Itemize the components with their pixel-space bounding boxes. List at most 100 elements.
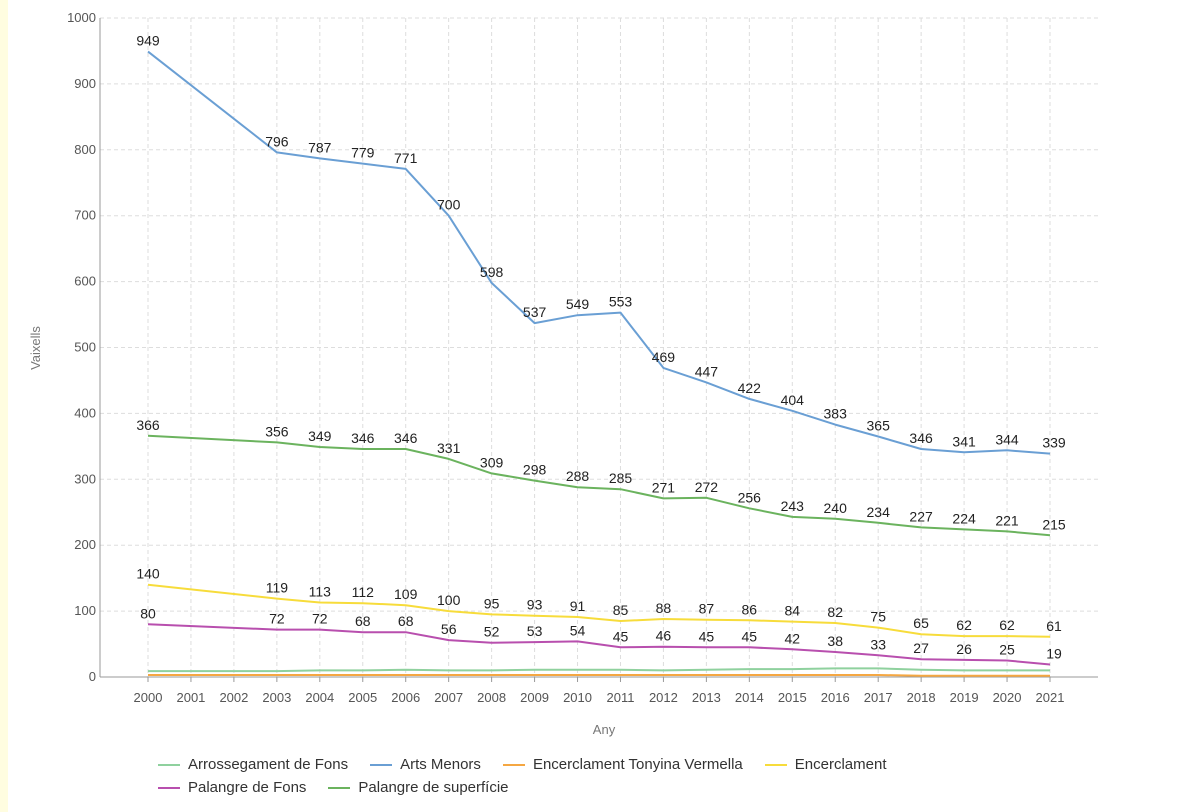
x-tick-label: 2014 <box>735 690 764 705</box>
legend-label: Encerclament Tonyina Vermella <box>532 756 743 773</box>
x-tick-label: 2018 <box>907 690 936 705</box>
data-label: 309 <box>480 454 504 470</box>
data-label: 33 <box>870 636 886 652</box>
legend-row: Palangre de Fons Palangre de superfície <box>158 779 1098 796</box>
legend-swatch <box>370 763 393 766</box>
data-label: 62 <box>956 617 972 633</box>
data-label: 700 <box>437 197 461 213</box>
data-label: 949 <box>136 33 160 49</box>
data-label: 27 <box>913 640 929 656</box>
data-label: 42 <box>785 630 801 646</box>
data-label: 75 <box>870 609 886 625</box>
data-label: 140 <box>136 566 160 582</box>
legend-item[interactable]: Arts Menors <box>370 756 481 773</box>
data-label: 91 <box>570 598 586 614</box>
data-label: 365 <box>867 418 891 434</box>
data-label: 119 <box>266 580 289 596</box>
data-label: 52 <box>484 624 500 640</box>
legend-swatch <box>158 786 180 789</box>
series-line <box>147 50 1051 455</box>
data-label: 447 <box>695 363 719 379</box>
x-tick-label: 2011 <box>606 690 634 705</box>
data-label: 339 <box>1042 435 1066 451</box>
legend-swatch <box>764 763 787 766</box>
data-label: 84 <box>785 603 801 619</box>
legend-label: Encerclament <box>794 756 887 773</box>
legend-swatch <box>328 786 351 789</box>
series-line <box>147 434 1051 537</box>
data-label: 341 <box>952 433 976 449</box>
data-label: 45 <box>742 628 758 644</box>
data-label: 65 <box>913 615 929 631</box>
legend-label: Palangre de superfície <box>358 779 509 796</box>
y-tick-label: 200 <box>74 537 96 552</box>
data-label: 88 <box>656 600 672 616</box>
series-line <box>148 674 1050 677</box>
data-label: 240 <box>824 500 848 516</box>
data-label: 598 <box>480 264 504 280</box>
data-label: 549 <box>566 296 590 312</box>
data-label: 256 <box>738 489 762 505</box>
legend-row: Arrossegament de Fons Arts Menors Encerc… <box>158 756 1098 773</box>
data-label: 61 <box>1046 618 1062 634</box>
x-tick-label: 2010 <box>563 690 592 705</box>
data-label: 383 <box>824 406 848 422</box>
x-tick-label: 2003 <box>262 690 291 705</box>
legend-item[interactable]: Encerclament <box>764 756 887 773</box>
data-label: 85 <box>613 602 629 618</box>
data-label: 100 <box>437 592 461 608</box>
data-label: 227 <box>909 508 933 524</box>
legend-item[interactable]: Encerclament Tonyina Vermella <box>502 756 743 773</box>
data-label: 80 <box>140 605 156 621</box>
data-label: 346 <box>394 430 418 446</box>
data-label: 331 <box>437 440 461 456</box>
data-label: 87 <box>699 601 715 617</box>
data-label: 93 <box>527 597 543 613</box>
x-tick-label: 2016 <box>821 690 850 705</box>
data-label: 25 <box>999 642 1015 658</box>
y-axis-title: Vaixells <box>28 326 43 370</box>
series-line <box>147 623 1051 666</box>
legend-item[interactable]: Palangre de Fons <box>158 779 306 796</box>
data-label: 349 <box>308 428 332 444</box>
data-label: 469 <box>652 349 676 365</box>
data-label: 46 <box>656 628 672 644</box>
data-label: 26 <box>956 641 972 657</box>
data-label: 404 <box>781 392 805 408</box>
x-tick-label: 2001 <box>176 690 205 705</box>
data-label: 346 <box>351 430 375 446</box>
data-label: 95 <box>484 595 500 611</box>
legend-swatch <box>502 763 525 766</box>
x-tick-label: 2005 <box>348 690 377 705</box>
x-tick-label: 2017 <box>864 690 893 705</box>
data-label: 72 <box>312 611 328 627</box>
legend-item[interactable]: Palangre de superfície <box>328 779 509 796</box>
data-label: 285 <box>609 470 633 486</box>
data-label: 234 <box>867 504 891 520</box>
series-line <box>147 583 1051 638</box>
legend-item[interactable]: Arrossegament de Fons <box>158 756 348 773</box>
line-chart: 0 100 200 300 400 500 600 700 800 900 1000 2000 2001… <box>28 10 1098 737</box>
x-tick-label: 2019 <box>950 690 979 705</box>
grid <box>100 17 1098 677</box>
data-label: 68 <box>355 613 371 629</box>
data-label: 271 <box>652 479 676 495</box>
x-tick-label: 2020 <box>993 690 1022 705</box>
data-label: 346 <box>909 430 933 446</box>
data-label: 537 <box>523 304 547 320</box>
data-label: 38 <box>827 633 843 649</box>
x-tick-label: 2006 <box>391 690 420 705</box>
data-label: 288 <box>566 468 590 484</box>
data-label: 771 <box>394 150 418 166</box>
data-label: 19 <box>1046 646 1062 662</box>
y-tick-label: 500 <box>74 340 96 355</box>
data-label: 45 <box>699 628 715 644</box>
y-tick-label: 100 <box>74 603 96 618</box>
x-tick-label: 2012 <box>649 690 678 705</box>
axes: 0 100 200 300 400 500 600 700 800 900 1000 2000 2001… <box>67 10 1098 705</box>
chart-container: 0 100 200 300 400 500 600 700 800 900 1000 2000 2001… <box>8 0 1183 812</box>
data-label: 86 <box>742 601 758 617</box>
data-label: 72 <box>269 611 285 627</box>
x-tick-label: 2021 <box>1036 690 1065 705</box>
